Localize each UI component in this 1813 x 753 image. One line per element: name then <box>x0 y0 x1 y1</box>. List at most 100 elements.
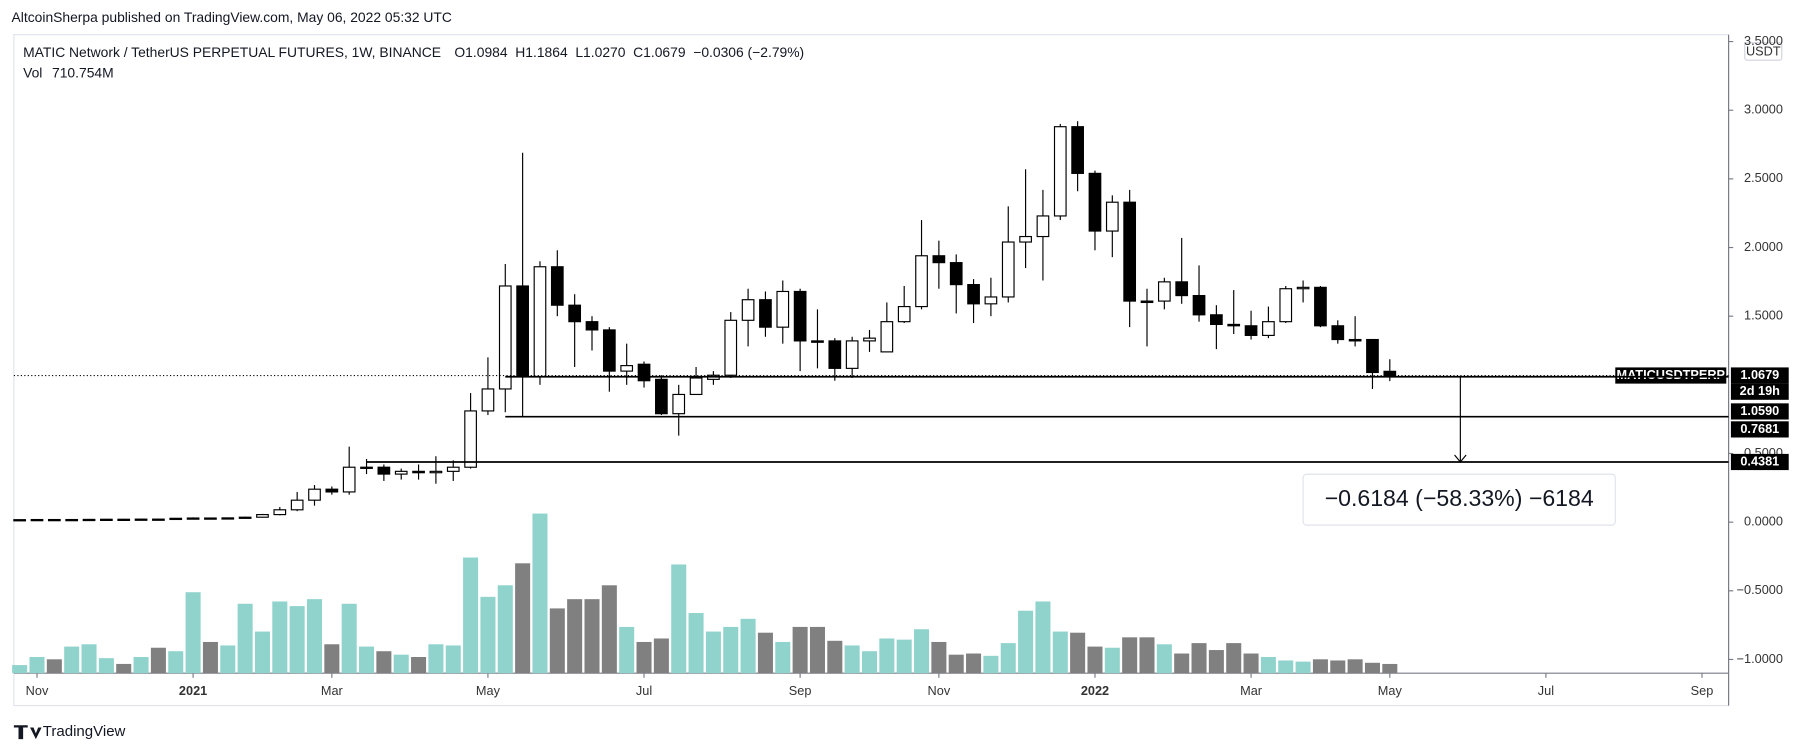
volume-bar <box>1139 637 1155 674</box>
candle-body <box>204 517 217 520</box>
volume-bar <box>653 638 669 674</box>
volume-bar <box>515 563 531 674</box>
candle-body <box>152 518 165 521</box>
volume-bar <box>601 585 617 674</box>
volume-bar <box>1312 659 1328 674</box>
candle-body <box>811 340 824 343</box>
volume-bar <box>636 641 652 674</box>
volume-bar <box>1052 631 1068 674</box>
candle-layer <box>13 121 1397 522</box>
volume-bar <box>237 603 253 674</box>
volume-bar <box>411 656 427 674</box>
candle-body <box>464 410 477 468</box>
volume-bar <box>567 599 583 674</box>
y-tick-label: 2.0000 <box>1744 239 1783 254</box>
x-tick-label: Jul <box>636 683 652 698</box>
candle-body <box>915 255 928 308</box>
symbol-tag-box <box>1615 367 1727 384</box>
candle-body <box>689 377 703 396</box>
candle-body <box>82 518 96 522</box>
candle-body <box>1366 338 1379 374</box>
candle-body <box>585 321 599 331</box>
candle-body <box>498 285 512 390</box>
candle-body <box>117 518 131 522</box>
volume-bar <box>723 626 739 674</box>
candle-body <box>30 518 44 522</box>
volume-bar <box>1347 659 1363 674</box>
y-tick-label: −0.5000 <box>1737 582 1783 597</box>
volume-bar <box>775 641 791 674</box>
candle-body <box>1331 325 1345 341</box>
y-tick-label: −1.0000 <box>1737 651 1783 666</box>
candle-body <box>377 466 391 475</box>
candle-body <box>65 518 79 522</box>
candle-body <box>568 304 582 323</box>
price-tag: 1.0590 <box>1730 403 1789 420</box>
candle-body <box>880 321 894 353</box>
x-tick-label: Nov <box>928 683 951 698</box>
volume-bar <box>359 646 375 674</box>
price-tag: 0.7681 <box>1730 421 1789 438</box>
volume-bar <box>1104 647 1120 674</box>
volume-bar <box>480 596 496 674</box>
volume-bar <box>532 513 548 674</box>
volume-bar <box>202 641 218 674</box>
brand-logo <box>13 725 42 740</box>
y-tick-label: 2.5000 <box>1744 170 1783 185</box>
volume-bar <box>914 629 930 674</box>
volume-bar <box>116 663 132 674</box>
candle-body <box>1210 314 1223 326</box>
candle-body <box>550 266 564 306</box>
volume-bar <box>1018 610 1034 674</box>
volume-bar <box>619 626 635 674</box>
volume-bar <box>46 659 62 674</box>
y-tick-label: 0.0000 <box>1744 514 1783 529</box>
candle-body <box>1053 126 1067 217</box>
measure-arrowhead <box>1454 454 1467 463</box>
price-tag: 0.4381 <box>1730 453 1789 471</box>
volume-bar <box>1382 663 1398 674</box>
attribution: AltcoinSherpa published on TradingView.c… <box>12 9 452 25</box>
volume-bar <box>29 656 45 674</box>
volume-bar <box>861 651 878 674</box>
candle-body <box>134 518 148 521</box>
volume-bar <box>133 656 149 674</box>
candle-body <box>533 266 547 378</box>
candle-body <box>342 466 356 493</box>
candle-body <box>932 255 946 264</box>
y-tick-label: 1.5000 <box>1744 308 1783 323</box>
candle-body <box>1227 323 1241 327</box>
volume-bar <box>549 608 565 674</box>
volume-bar <box>948 654 964 674</box>
volume-bar <box>1295 661 1311 674</box>
candle-body <box>221 517 235 520</box>
price-tag-box <box>1730 367 1789 384</box>
volume-bar <box>809 626 825 674</box>
candle-body <box>446 466 460 472</box>
volume-value: 710.754M <box>52 65 114 81</box>
candle-body <box>655 378 668 415</box>
candle-body <box>13 519 27 522</box>
volume-bar <box>463 557 479 674</box>
candle-body <box>481 388 495 412</box>
candle-body <box>1019 235 1032 243</box>
candle-body <box>620 365 634 372</box>
volume-bar <box>1156 644 1172 674</box>
volume-bar <box>879 638 895 674</box>
price-tag-label: 1.0590 <box>1740 403 1779 418</box>
volume-layer <box>12 513 1398 674</box>
volume-bar <box>306 599 323 674</box>
volume-bar <box>1278 660 1294 674</box>
candle-body <box>1071 126 1084 174</box>
candle-body <box>360 466 373 469</box>
candle-body <box>1244 325 1258 336</box>
volume-bar <box>81 644 97 674</box>
x-tick-label: Nov <box>26 683 49 698</box>
candle-body <box>1088 172 1102 232</box>
candle-body <box>47 518 61 522</box>
candle-body <box>273 509 287 516</box>
candle-body <box>897 305 911 323</box>
x-tick-label: May <box>476 683 501 698</box>
volume-bar <box>740 618 756 674</box>
candle-body <box>724 319 738 376</box>
